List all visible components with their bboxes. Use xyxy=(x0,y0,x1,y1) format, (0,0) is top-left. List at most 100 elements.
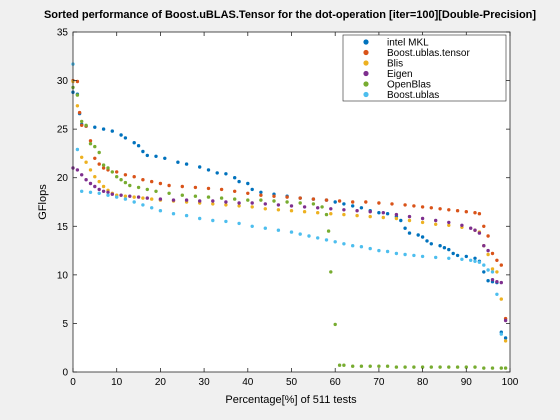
data-point xyxy=(193,185,198,190)
data-point xyxy=(93,175,97,179)
data-point xyxy=(342,208,346,212)
data-point xyxy=(464,254,468,259)
data-point xyxy=(224,172,228,176)
data-point xyxy=(97,187,101,192)
data-point xyxy=(101,184,106,189)
y-tick-label: 20 xyxy=(57,173,69,184)
legend-marker xyxy=(363,49,369,56)
data-point xyxy=(490,366,495,370)
data-point xyxy=(394,251,399,256)
x-tick-label: 100 xyxy=(502,377,519,388)
data-point xyxy=(272,199,276,203)
data-point xyxy=(420,365,425,369)
data-point xyxy=(385,249,390,254)
data-point xyxy=(351,364,355,368)
data-point xyxy=(473,365,477,369)
data-point xyxy=(198,216,202,221)
data-point xyxy=(263,207,267,211)
data-point xyxy=(75,168,80,172)
data-point xyxy=(359,364,364,368)
data-point xyxy=(123,136,128,140)
data-point xyxy=(434,218,438,223)
data-point xyxy=(499,332,503,336)
data-point xyxy=(495,292,499,296)
series-5 xyxy=(71,62,503,336)
data-point xyxy=(101,189,106,193)
data-point xyxy=(237,201,241,205)
data-point xyxy=(272,194,276,198)
data-point xyxy=(115,170,119,174)
data-point xyxy=(434,255,438,260)
data-point xyxy=(469,226,473,230)
data-point xyxy=(447,220,451,225)
data-point xyxy=(75,93,80,97)
data-point xyxy=(434,222,438,226)
data-point xyxy=(88,168,93,172)
data-point xyxy=(250,201,254,205)
data-point xyxy=(499,280,503,285)
data-point xyxy=(447,247,451,252)
data-point xyxy=(464,365,468,369)
data-point xyxy=(141,196,145,200)
data-point xyxy=(167,183,171,188)
data-point xyxy=(385,364,390,368)
data-point xyxy=(141,178,145,182)
y-axis-label: GFlops xyxy=(37,184,49,220)
data-point xyxy=(302,205,307,209)
data-point xyxy=(316,236,320,240)
data-point xyxy=(486,268,490,272)
data-point xyxy=(377,211,381,215)
data-point xyxy=(132,175,136,179)
data-point xyxy=(482,263,486,267)
data-point xyxy=(429,206,433,210)
data-point xyxy=(469,258,473,262)
data-point xyxy=(482,366,486,370)
x-tick-label: 50 xyxy=(286,377,298,388)
data-point xyxy=(364,200,368,204)
data-point xyxy=(381,211,385,215)
data-point xyxy=(128,183,132,188)
data-point xyxy=(438,365,442,369)
data-point xyxy=(246,191,250,195)
data-point xyxy=(455,365,460,369)
data-point xyxy=(132,141,136,145)
data-point xyxy=(250,205,254,209)
data-point xyxy=(158,197,163,201)
data-point xyxy=(84,178,88,182)
data-point xyxy=(490,278,495,282)
data-point xyxy=(123,180,128,185)
data-point xyxy=(150,197,154,201)
data-point xyxy=(403,226,407,230)
data-point xyxy=(412,253,416,258)
data-point xyxy=(455,253,460,258)
data-point xyxy=(438,207,442,211)
data-point xyxy=(119,178,123,182)
data-point xyxy=(403,203,407,207)
data-point xyxy=(342,242,346,246)
data-point xyxy=(141,203,145,207)
data-point xyxy=(302,210,307,214)
axis-ticks: 0 10 20 30 40 50 60 70 80 90 100 0 5 10 15 20 25 30 35 xyxy=(57,28,519,389)
data-point xyxy=(80,173,84,177)
data-point xyxy=(399,218,403,223)
data-point xyxy=(219,196,224,200)
data-point xyxy=(233,197,237,201)
data-point xyxy=(329,207,333,211)
data-point xyxy=(477,231,482,235)
data-point xyxy=(80,123,84,128)
data-point xyxy=(276,208,281,212)
data-point xyxy=(407,214,412,219)
data-point xyxy=(298,196,302,200)
x-tick-label: 20 xyxy=(155,377,167,388)
data-point xyxy=(184,162,189,166)
data-point xyxy=(298,232,302,236)
data-point xyxy=(473,211,477,215)
data-point xyxy=(167,191,171,195)
data-point xyxy=(97,191,101,195)
data-point xyxy=(425,239,429,243)
legend-marker xyxy=(363,60,369,66)
x-tick-label: 30 xyxy=(199,377,211,388)
data-point xyxy=(219,187,224,192)
data-point xyxy=(224,219,228,224)
data-point xyxy=(460,223,464,227)
